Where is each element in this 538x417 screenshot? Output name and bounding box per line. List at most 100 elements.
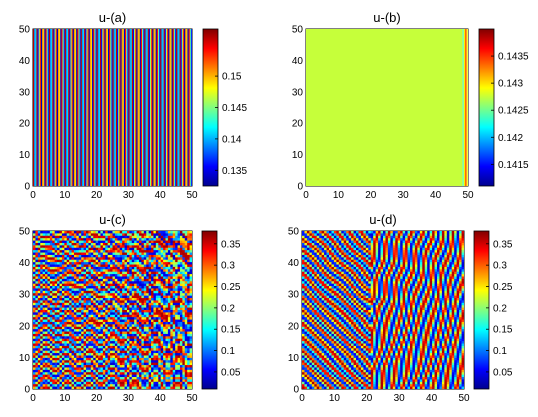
heatmap-cell: [71, 252, 75, 256]
heatmap-cell: [102, 283, 106, 287]
heatmap-cell: [390, 231, 394, 234]
heatmap-cell: [78, 278, 82, 282]
heatmap-cell: [129, 276, 133, 280]
heatmap-cell: [165, 350, 169, 354]
heatmap-cell: [155, 250, 159, 253]
heatmap-cell: [73, 300, 77, 304]
heatmap-cell: [73, 379, 77, 383]
heatmap-cell: [59, 233, 63, 237]
heatmap-cell: [69, 259, 72, 263]
heatmap-cell: [163, 266, 166, 270]
heatmap-cell: [100, 252, 104, 256]
heatmap-cell: [71, 262, 75, 265]
heatmap-cell: [93, 269, 97, 273]
heatmap-cell: [156, 29, 159, 186]
heatmap-cell: [177, 333, 181, 337]
heatmap-cell: [165, 377, 169, 380]
heatmap-cell: [439, 238, 443, 241]
heatmap-cell: [129, 264, 133, 268]
heatmap-cell: [78, 298, 82, 301]
heatmap-cell: [100, 324, 104, 328]
heatmap-cell: [88, 341, 92, 344]
heatmap-cell: [165, 271, 169, 275]
heatmap-cell: [165, 336, 169, 340]
heatmap-cell: [346, 238, 350, 241]
heatmap-cell: [134, 290, 137, 294]
heatmap-cell: [71, 257, 75, 261]
heatmap-cell: [165, 319, 169, 323]
heatmap-cell: [34, 29, 36, 186]
heatmap-cell: [88, 329, 92, 332]
heatmap-cell: [96, 29, 99, 186]
heatmap-cell: [57, 257, 60, 261]
heatmap-cell: [155, 254, 159, 258]
heatmap-cell: [314, 231, 318, 234]
heatmap-cell: [57, 369, 60, 373]
heatmap-cell: [52, 386, 56, 389]
heatmap-cell: [105, 266, 109, 270]
heatmap-cell: [47, 233, 51, 237]
heatmap-cell: [124, 324, 128, 328]
heatmap-cell: [45, 350, 48, 354]
heatmap-cell: [117, 381, 121, 385]
heatmap-cell: [141, 312, 145, 316]
heatmap-cell: [93, 333, 97, 337]
heatmap-cell: [90, 372, 94, 376]
heatmap-cell: [172, 245, 176, 249]
heatmap-cell: [52, 333, 56, 337]
heatmap-cell: [175, 353, 178, 356]
heatmap-cell: [64, 341, 68, 344]
heatmap-cell: [71, 333, 75, 337]
heatmap-cell: [175, 331, 178, 335]
heatmap-cell: [61, 305, 65, 308]
heatmap-cell: [42, 305, 46, 308]
heatmap-cell: [86, 381, 89, 385]
heatmap-cell: [177, 269, 181, 273]
heatmap-cell: [146, 326, 150, 330]
heatmap-cell: [141, 326, 145, 330]
heatmap-cell: [102, 357, 106, 361]
heatmap-cell: [54, 269, 58, 273]
heatmap-cell: [47, 307, 51, 311]
heatmap-cell: [76, 257, 80, 261]
heatmap-cell: [143, 274, 147, 277]
heatmap-cell: [42, 362, 46, 366]
heatmap-cell: [117, 276, 121, 280]
heatmap-cell: [90, 338, 94, 342]
heatmap-cell: [175, 286, 178, 289]
heatmap-cell: [110, 384, 113, 387]
heatmap-cell: [114, 278, 118, 282]
heatmap-cell: [114, 300, 118, 304]
heatmap-cell: [136, 350, 140, 354]
heatmap-cell: [184, 233, 188, 237]
heatmap-cell: [100, 310, 104, 313]
heatmap-cell: [73, 377, 77, 380]
heatmap-cell: [88, 321, 92, 325]
heatmap-cell: [76, 242, 80, 246]
heatmap-cell: [119, 240, 123, 244]
heatmap-cell: [117, 235, 121, 239]
heatmap-cell: [64, 331, 68, 335]
heatmap-cell: [165, 348, 169, 352]
heatmap-cell: [54, 324, 58, 328]
heatmap-cell: [155, 288, 159, 292]
heatmap-cell: [153, 259, 157, 263]
heatmap-cell: [117, 360, 121, 364]
heatmap-cell: [184, 331, 188, 335]
heatmap-cell: [42, 374, 46, 378]
heatmap-cell: [170, 281, 174, 285]
heatmap-cell: [73, 357, 77, 361]
heatmap-cell: [47, 238, 51, 241]
heatmap-cell: [124, 250, 128, 253]
heatmap-cell: [158, 369, 162, 373]
heatmap-cell: [124, 348, 128, 352]
heatmap-cell: [160, 331, 164, 335]
heatmap-cell: [160, 302, 164, 306]
heatmap-cell: [146, 362, 150, 366]
heatmap-cell: [141, 233, 145, 237]
heatmap-cell: [422, 238, 426, 241]
y-tick-label: 30: [292, 87, 304, 98]
heatmap-cell: [114, 242, 118, 246]
heatmap-cell: [139, 333, 142, 337]
heatmap-cell: [160, 321, 164, 325]
